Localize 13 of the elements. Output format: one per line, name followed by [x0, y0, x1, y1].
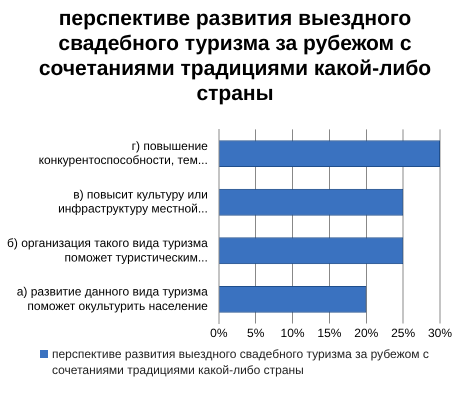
x-tick-label: 15%: [317, 326, 342, 340]
x-tick-label: 20%: [354, 326, 379, 340]
y-tick-label: б) организация такого вида туризма поможет туристическим...: [6, 236, 208, 264]
chart-title: перспективе развития выездного свадебного туризма за рубежом с сочетаниями традициями какой-либо страны: [38, 6, 432, 106]
x-tick-label: 0%: [210, 326, 228, 340]
y-tick-label: а) развитие данного вида туризма поможет окультурить население: [16, 284, 208, 313]
x-tick-label: 5%: [247, 326, 265, 340]
y-tick-label: г) повышение конкурентоспособности, тем...: [38, 138, 208, 168]
x-tick-label: 25%: [391, 326, 416, 340]
y-tick-label: в) повысит культуру или инфраструктуру местной...: [58, 187, 208, 216]
legend-label: перспективе развития выездного свадебного туризма за рубежом с сочетаниями традициями какой-либо страны: [52, 346, 430, 378]
x-tick-label: 10%: [280, 326, 305, 340]
x-tick-label: 30%: [428, 326, 452, 340]
